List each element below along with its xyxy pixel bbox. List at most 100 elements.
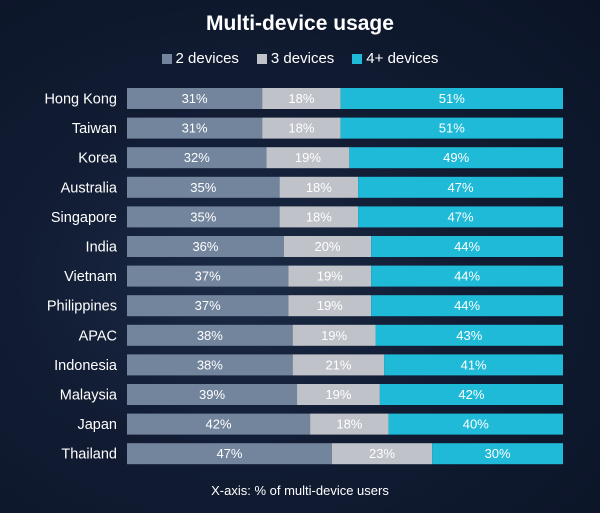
data-label-apac-series-1: 19% bbox=[321, 328, 347, 343]
data-label-philippines-series-0: 37% bbox=[195, 298, 221, 313]
bar-thailand-series-1 bbox=[331, 443, 433, 465]
data-label-australia-series-1: 18% bbox=[306, 180, 332, 195]
category-label-korea: Korea bbox=[78, 151, 118, 167]
legend-swatch-3-devices bbox=[256, 53, 267, 64]
data-label-singapore-series-2: 47% bbox=[448, 209, 474, 224]
bar-korea-series-1 bbox=[266, 147, 350, 169]
chart-title: Multi-device usage bbox=[206, 12, 394, 35]
bar-australia-series-2 bbox=[358, 176, 563, 198]
data-label-hong-kong-series-1: 18% bbox=[288, 91, 314, 106]
data-label-india-series-1: 20% bbox=[315, 239, 341, 254]
data-label-malaysia-series-0: 39% bbox=[199, 387, 225, 402]
data-label-indonesia-series-0: 38% bbox=[197, 357, 223, 372]
bar-thailand-series-2 bbox=[432, 443, 563, 465]
chart-legend: 2 devices 3 devices 4+ devices bbox=[0, 50, 600, 67]
data-label-australia-series-2: 47% bbox=[448, 180, 474, 195]
category-label-malaysia: Malaysia bbox=[60, 388, 118, 404]
category-label-australia: Australia bbox=[61, 180, 118, 196]
data-label-philippines-series-1: 19% bbox=[317, 298, 343, 313]
bar-malaysia-series-1 bbox=[297, 384, 380, 405]
data-label-vietnam-series-0: 37% bbox=[195, 269, 221, 284]
data-label-taiwan-series-2: 51% bbox=[439, 121, 465, 136]
bar-japan-series-2 bbox=[388, 413, 563, 435]
bar-taiwan-series-2 bbox=[340, 117, 563, 139]
legend-item-3-devices: 3 devices bbox=[256, 50, 335, 67]
legend-item-4plus-devices: 4+ devices bbox=[352, 50, 438, 67]
bar-australia-series-1 bbox=[279, 176, 359, 198]
bar-japan-series-1 bbox=[310, 413, 389, 435]
category-label-apac: APAC bbox=[79, 328, 117, 344]
bar-philippines-series-2 bbox=[371, 295, 563, 317]
bar-taiwan-series-1 bbox=[262, 117, 341, 139]
data-label-apac-series-2: 43% bbox=[456, 328, 482, 343]
data-label-hong-kong-series-2: 51% bbox=[439, 91, 465, 106]
data-label-thailand-series-0: 47% bbox=[216, 446, 242, 461]
bar-korea-series-2 bbox=[349, 147, 563, 169]
data-label-korea-series-2: 49% bbox=[443, 150, 469, 165]
bar-vietnam-series-2 bbox=[371, 265, 563, 287]
bar-japan-series-0 bbox=[127, 413, 311, 435]
bar-india-series-1 bbox=[283, 236, 372, 257]
bar-hong-kong-series-1 bbox=[262, 88, 341, 109]
bar-india-series-0 bbox=[127, 236, 284, 257]
data-label-japan-series-0: 42% bbox=[206, 417, 232, 432]
bar-hong-kong-series-2 bbox=[340, 88, 563, 109]
legend-label-2-devices: 2 devices bbox=[175, 50, 239, 67]
bar-singapore-series-0 bbox=[127, 206, 280, 228]
data-label-indonesia-series-1: 21% bbox=[325, 357, 351, 372]
bar-indonesia-series-1 bbox=[292, 354, 385, 376]
data-label-singapore-series-0: 35% bbox=[190, 209, 216, 224]
data-label-india-series-0: 36% bbox=[192, 239, 218, 254]
data-label-korea-series-0: 32% bbox=[184, 150, 210, 165]
bar-indonesia-series-2 bbox=[384, 354, 563, 376]
data-label-hong-kong-series-0: 31% bbox=[182, 91, 208, 106]
bar-apac-series-0 bbox=[127, 324, 293, 346]
bar-korea-series-0 bbox=[127, 147, 267, 169]
category-label-taiwan: Taiwan bbox=[72, 121, 117, 137]
x-axis-label: X-axis: % of multi-device users bbox=[211, 483, 389, 498]
data-label-singapore-series-1: 18% bbox=[306, 209, 332, 224]
bar-thailand-series-0 bbox=[127, 443, 332, 465]
category-label-singapore: Singapore bbox=[51, 210, 117, 226]
bar-australia-series-0 bbox=[127, 176, 280, 198]
bar-singapore-series-1 bbox=[279, 206, 359, 228]
data-label-thailand-series-2: 30% bbox=[485, 446, 511, 461]
bar-indonesia-series-0 bbox=[127, 354, 293, 376]
category-label-thailand: Thailand bbox=[61, 447, 117, 463]
legend-label-4plus-devices: 4+ devices bbox=[366, 50, 439, 67]
bar-apac-series-1 bbox=[292, 324, 376, 346]
category-label-indonesia: Indonesia bbox=[54, 358, 118, 374]
bar-philippines-series-0 bbox=[127, 295, 289, 317]
category-label-vietnam: Vietnam bbox=[64, 269, 117, 285]
category-label-hong-kong: Hong Kong bbox=[44, 92, 117, 108]
data-label-taiwan-series-1: 18% bbox=[288, 121, 314, 136]
data-label-vietnam-series-2: 44% bbox=[454, 269, 480, 284]
data-label-indonesia-series-2: 41% bbox=[461, 357, 487, 372]
data-label-apac-series-0: 38% bbox=[197, 328, 223, 343]
data-label-malaysia-series-2: 42% bbox=[458, 387, 484, 402]
bar-singapore-series-2 bbox=[358, 206, 563, 228]
data-label-vietnam-series-1: 19% bbox=[317, 269, 343, 284]
bar-vietnam-series-1 bbox=[288, 265, 372, 287]
bar-india-series-2 bbox=[371, 236, 563, 257]
data-label-malaysia-series-1: 19% bbox=[325, 387, 351, 402]
bar-philippines-series-1 bbox=[288, 295, 372, 317]
data-label-japan-series-1: 18% bbox=[336, 417, 362, 432]
data-label-australia-series-0: 35% bbox=[190, 180, 216, 195]
data-label-philippines-series-2: 44% bbox=[454, 298, 480, 313]
category-label-philippines: Philippines bbox=[47, 299, 117, 315]
bar-malaysia-series-0 bbox=[127, 384, 298, 405]
bar-vietnam-series-0 bbox=[127, 265, 289, 287]
bar-hong-kong-series-0 bbox=[127, 88, 263, 109]
bar-apac-series-2 bbox=[375, 324, 563, 346]
category-label-india: India bbox=[86, 240, 118, 256]
legend-label-3-devices: 3 devices bbox=[270, 50, 335, 67]
legend-swatch-2-devices bbox=[161, 53, 172, 64]
data-label-korea-series-1: 19% bbox=[295, 150, 321, 165]
legend-swatch-4plus-devices bbox=[352, 53, 363, 64]
data-label-japan-series-2: 40% bbox=[463, 417, 489, 432]
legend-item-2-devices: 2 devices bbox=[161, 50, 239, 67]
category-label-japan: Japan bbox=[77, 417, 117, 433]
data-label-thailand-series-1: 23% bbox=[369, 446, 395, 461]
